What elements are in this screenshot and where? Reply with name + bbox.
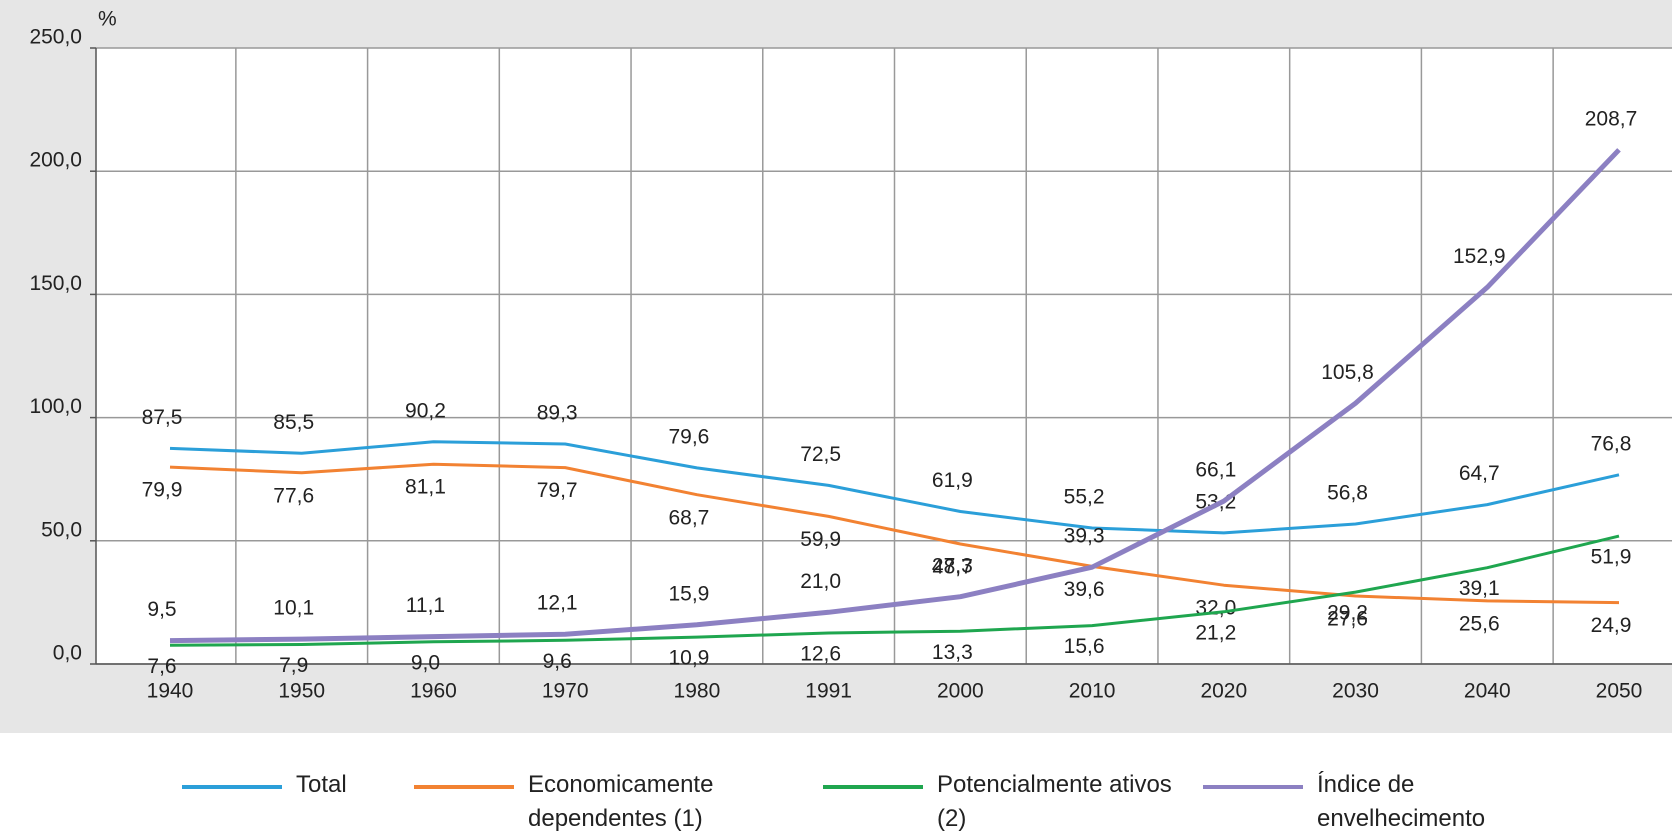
data-label: 79,6 <box>668 425 709 448</box>
x-tick-label: 1970 <box>542 680 589 703</box>
data-label: 79,9 <box>142 479 183 502</box>
data-label: 77,6 <box>273 484 314 507</box>
data-label: 9,0 <box>411 651 440 674</box>
y-tick-label: 250,0 <box>29 26 82 49</box>
chart: % 0,0 50,0 100,0 150,0 200,0 250,0 1940 1950 196… <box>0 0 1672 733</box>
data-label: 21,2 <box>1195 621 1236 644</box>
x-tick-label: 2020 <box>1200 680 1247 703</box>
y-tick-label: 50,0 <box>41 518 82 541</box>
data-label: 66,1 <box>1195 459 1236 482</box>
series-line <box>169 440 1620 535</box>
data-label: 48,7 <box>932 556 973 579</box>
series-line <box>169 148 1621 644</box>
data-label: 55,2 <box>1064 486 1105 509</box>
data-label: 79,7 <box>537 479 578 502</box>
data-label: 152,9 <box>1453 245 1506 268</box>
data-label: 39,3 <box>1064 525 1105 548</box>
data-label: 105,8 <box>1321 361 1374 384</box>
data-label: 59,9 <box>800 528 841 551</box>
data-label: 21,0 <box>800 570 841 593</box>
legend-item: Total <box>182 768 416 802</box>
data-label: 56,8 <box>1327 482 1368 505</box>
data-label: 7,9 <box>279 654 308 677</box>
data-label: 208,7 <box>1585 107 1638 130</box>
legend-label: Economicamente dependentes (1) <box>528 771 714 832</box>
data-label: 7,6 <box>147 655 176 678</box>
x-tick-label: 1950 <box>278 680 325 703</box>
data-label: 15,6 <box>1064 635 1105 658</box>
legend-swatch <box>182 785 282 789</box>
data-label: 64,7 <box>1459 462 1500 485</box>
y-tick-label: 100,0 <box>29 395 82 418</box>
legend-item: Potencialmente ativos (2) <box>823 768 1187 836</box>
y-tick-label: 0,0 <box>53 642 82 665</box>
x-tick-label: 1940 <box>147 680 194 703</box>
data-label: 81,1 <box>405 476 446 499</box>
data-label: 10,9 <box>668 647 709 670</box>
data-label: 76,8 <box>1591 432 1632 455</box>
data-label: 25,6 <box>1459 612 1500 635</box>
data-label: 39,6 <box>1064 578 1105 601</box>
data-label: 29,2 <box>1327 602 1368 625</box>
x-tick-label: 2050 <box>1596 680 1643 703</box>
y-unit-label: % <box>98 8 117 31</box>
data-label: 27,6 <box>1327 608 1368 631</box>
y-tick-label: 150,0 <box>29 272 82 295</box>
data-label: 89,3 <box>537 402 578 425</box>
data-label: 27,3 <box>932 554 973 577</box>
legend-swatch <box>1203 785 1303 789</box>
legend-label: Índice de envelhecimento <box>1317 771 1486 832</box>
x-tick-label: 1980 <box>674 680 721 703</box>
data-label: 68,7 <box>668 506 709 529</box>
data-label: 10,1 <box>273 597 314 620</box>
x-tick-label: 2000 <box>937 680 984 703</box>
y-tick-label: 200,0 <box>29 149 82 172</box>
data-label: 15,9 <box>668 582 709 605</box>
x-tick-label: 2030 <box>1332 680 1379 703</box>
data-label: 13,3 <box>932 641 973 664</box>
legend-item: Índice de envelhecimento <box>1203 768 1577 836</box>
data-label: 11,1 <box>406 594 445 617</box>
plot-area <box>96 48 1672 664</box>
data-label: 90,2 <box>405 399 446 422</box>
data-label: 12,1 <box>537 592 578 615</box>
legend-swatch <box>414 785 514 789</box>
legend-item: Economicamente dependentes (1) <box>414 768 788 836</box>
x-tick-label: 2040 <box>1464 680 1511 703</box>
legend-label: Potencialmente ativos (2) <box>937 771 1172 832</box>
data-label: 87,5 <box>142 406 183 429</box>
data-label: 85,5 <box>273 411 314 434</box>
legend-swatch <box>823 785 923 789</box>
legend-label: Total <box>296 771 347 798</box>
data-label: 9,6 <box>543 650 572 673</box>
data-label: 72,5 <box>800 443 841 466</box>
data-label: 39,1 <box>1459 577 1500 600</box>
data-label: 51,9 <box>1591 546 1632 569</box>
data-label: 24,9 <box>1591 614 1632 637</box>
x-tick-label: 2010 <box>1069 680 1116 703</box>
data-label: 61,9 <box>932 469 973 492</box>
data-label: 9,5 <box>147 598 176 621</box>
x-tick-label: 1960 <box>410 680 457 703</box>
data-label: 32,0 <box>1195 597 1236 620</box>
series-line <box>169 462 1620 605</box>
x-tick-label: 1991 <box>805 680 852 703</box>
series-line <box>169 534 1620 647</box>
data-label: 12,6 <box>800 643 841 666</box>
